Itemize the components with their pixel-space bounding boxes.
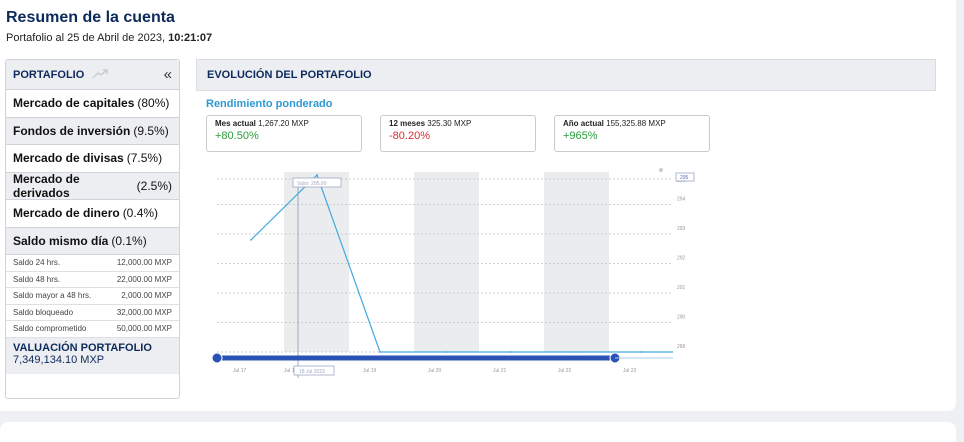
y-tick-label: 294	[677, 197, 686, 203]
data-point	[250, 239, 252, 241]
panel-title: EVOLUCIÓN DEL PORTAFOLIO	[207, 69, 372, 81]
date-tooltip-box	[293, 365, 335, 376]
page-subtitle: Portafolio al 25 de Abril de 2023, 10:21…	[6, 32, 212, 44]
stat-card-year: Año actual 155,325.88 MXP +965%	[554, 115, 710, 152]
rendimiento-label: Rendimiento ponderado	[206, 98, 333, 110]
account-summary-card: Resumen de la cuenta Portafolio al 25 de…	[0, 0, 956, 411]
trend-up-icon	[92, 68, 108, 82]
chart-band	[284, 172, 349, 352]
data-point	[316, 174, 318, 176]
last-value-text: 295	[680, 175, 689, 181]
y-tick-label: 291	[677, 285, 686, 291]
saldo-row: Saldo bloqueado 32,000.00 MXP	[6, 304, 179, 321]
subtitle-time: 10:21:07	[168, 32, 213, 44]
last-value-badge	[675, 172, 695, 182]
next-section-card	[0, 422, 956, 442]
x-tick-label: Jul 19	[363, 368, 377, 374]
chart-band	[544, 172, 609, 352]
market-item-divisas[interactable]: Mercado de divisas (7.5%)	[6, 145, 179, 173]
stat-change: -80.20%	[389, 130, 430, 142]
data-point	[640, 351, 642, 353]
subtitle-date: Portafolio al 25 de Abril de 2023,	[6, 32, 166, 44]
portfolio-sidebar: PORTAFOLIO « Mercado de capitales (80%) F…	[5, 59, 180, 399]
stat-change: +965%	[563, 130, 598, 142]
data-point	[379, 351, 381, 353]
portfolio-evolution-chart[interactable]: 295294293292291290289Valor: 295.00295Jul…	[205, 160, 705, 390]
market-item-dinero[interactable]: Mercado de dinero (0.4%)	[6, 200, 179, 228]
date-tooltip-value: 18 Jul 2023	[299, 369, 325, 375]
sidebar-title: PORTAFOLIO	[13, 68, 85, 81]
y-tick-label: 290	[677, 315, 686, 321]
saldo-row: Saldo mayor a 48 hrs. 2,000.00 MXP	[6, 288, 179, 305]
collapse-sidebar-button[interactable]: «	[163, 66, 172, 83]
evolution-panel-header: EVOLUCIÓN DEL PORTAFOLIO	[196, 59, 936, 91]
y-tick-label: 289	[677, 344, 686, 350]
market-item-saldo-mismo-dia[interactable]: Saldo mismo día (0.1%)	[6, 227, 179, 255]
valuation-title: VALUACIÓN PORTAFOLIO	[13, 341, 152, 354]
y-tick-label: 293	[677, 226, 686, 232]
data-point	[510, 351, 512, 353]
x-tick-label: Jul 17	[233, 368, 247, 374]
y-tick-label: 292	[677, 256, 686, 262]
page-title: Resumen de la cuenta	[6, 9, 175, 26]
x-tick-label: Jul 20	[428, 368, 442, 374]
data-point	[575, 351, 577, 353]
saldo-row: Saldo 48 hrs. 22,000.00 MXP	[6, 271, 179, 288]
market-item-derivados[interactable]: Mercado de derivados (2.5%)	[6, 172, 179, 200]
saldo-row: Saldo 24 hrs. 12,000.00 MXP	[6, 255, 179, 272]
data-point	[445, 351, 447, 353]
stat-card-month: Mes actual 1,267.20 MXP +80.50%	[206, 115, 362, 152]
stat-card-12-months: 12 meses 325.30 MXP -80.20%	[380, 115, 536, 152]
chart-band	[414, 172, 479, 352]
tooltip-box	[292, 177, 342, 188]
range-slider-start-handle[interactable]	[211, 352, 223, 364]
series-line	[250, 173, 673, 353]
reset-zoom-icon	[659, 168, 663, 172]
tooltip-value: Valor: 295.00	[297, 181, 327, 187]
valuation-value: 7,349,134.10 MXP	[13, 353, 105, 366]
x-tick-label: Jul 21	[493, 368, 507, 374]
portfolio-valuation: VALUACIÓN PORTAFOLIO 7,349,134.10 MXP	[6, 337, 179, 374]
x-tick-label: Jul 22	[558, 368, 572, 374]
market-item-fondos[interactable]: Fondos de inversión (9.5%)	[6, 117, 179, 145]
market-item-capitales[interactable]: Mercado de capitales (80%)	[6, 90, 179, 118]
x-tick-label: Jul 23	[623, 368, 637, 374]
sidebar-header: PORTAFOLIO «	[6, 60, 179, 90]
saldo-row: Saldo comprometido 50,000.00 MXP	[6, 321, 179, 338]
x-tick-label: Jul 18	[284, 368, 298, 374]
stat-change: +80.50%	[215, 130, 259, 142]
